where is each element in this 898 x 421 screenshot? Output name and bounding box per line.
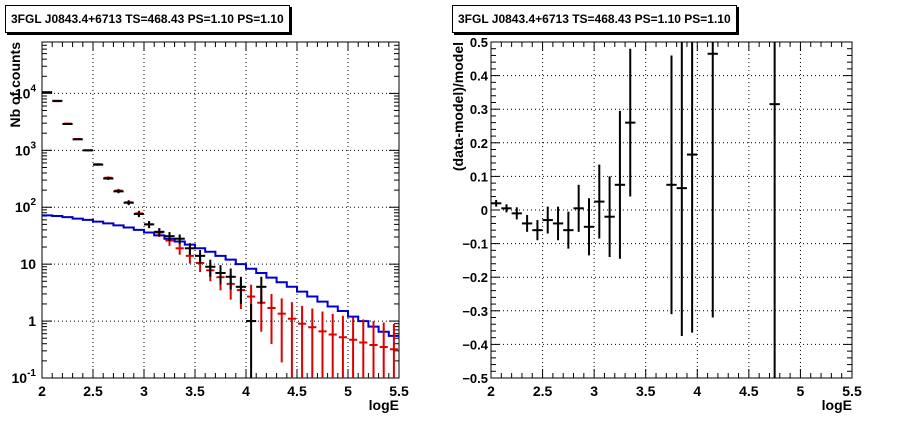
x-tick-label: 5 xyxy=(797,383,805,399)
y-tick-label: 1 xyxy=(28,313,36,329)
counts-spectrum-chart: 2 2.5 3 3.5 4 4.5 5 5.5 10-1 1 10 102 103 104 logE Nb o… xyxy=(7,41,409,413)
y-tick-label: 10 xyxy=(20,256,36,272)
x-tick-label: 4 xyxy=(242,383,250,399)
x-tick-label: 2 xyxy=(487,383,495,399)
y-tick-label: 0.4 xyxy=(470,69,489,84)
y-tick-label: −0.4 xyxy=(462,337,488,352)
y-tick-label: −0.3 xyxy=(462,304,488,319)
x-tick-label: 3.5 xyxy=(185,383,205,399)
y-tick-label: −0.1 xyxy=(462,237,488,252)
y-tick-label: 10-1 xyxy=(12,368,37,386)
y-tick-label: 102 xyxy=(15,197,37,215)
y-tick-label: 0 xyxy=(481,203,488,218)
left-panel-title: 3FGL J0843.4+6713 TS=468.43 PS=1.10 PS=1… xyxy=(5,5,290,33)
y-tick-label: 0.1 xyxy=(470,169,488,184)
right-panel-title: 3FGL J0843.4+6713 TS=468.43 PS=1.10 PS=1… xyxy=(452,5,737,33)
x-axis-title: logE xyxy=(369,397,399,413)
x-tick-label: 3.5 xyxy=(636,383,656,399)
y-axis-title: Nb of counts xyxy=(7,42,23,128)
x-tick-label: 2.5 xyxy=(533,383,553,399)
x-tick-label: 5.5 xyxy=(842,383,862,399)
y-axis-title: (data-model)/model xyxy=(450,42,466,171)
x-tick-label: 4.5 xyxy=(287,383,307,399)
residuals-chart: 2 2.5 3 3.5 4 4.5 5 5.5 −0.5 −0.4 −0.3 −0.2 −0.1 0 0.1… xyxy=(450,35,862,413)
plot-frame xyxy=(41,41,400,379)
y-tick-label: 0.2 xyxy=(470,136,488,151)
y-tick-label: 103 xyxy=(15,140,37,158)
y-tick-label: 0.5 xyxy=(470,35,488,50)
x-tick-label: 5 xyxy=(344,383,352,399)
x-tick-label: 3 xyxy=(140,383,148,399)
x-axis-title: logE xyxy=(822,397,852,413)
x-tick-label: 2.5 xyxy=(83,383,103,399)
x-tick-label: 2 xyxy=(38,383,46,399)
x-tick-label: 4 xyxy=(693,383,701,399)
y-tick-label: 104 xyxy=(15,83,37,101)
x-tick-label: 5.5 xyxy=(389,383,409,399)
component-model-line xyxy=(42,214,399,337)
y-tick-label: −0.2 xyxy=(462,270,488,285)
x-tick-label: 3 xyxy=(590,383,598,399)
y-tick-label: 0.3 xyxy=(470,102,488,117)
y-tick-label: −0.5 xyxy=(462,371,488,386)
x-tick-label: 4.5 xyxy=(739,383,759,399)
